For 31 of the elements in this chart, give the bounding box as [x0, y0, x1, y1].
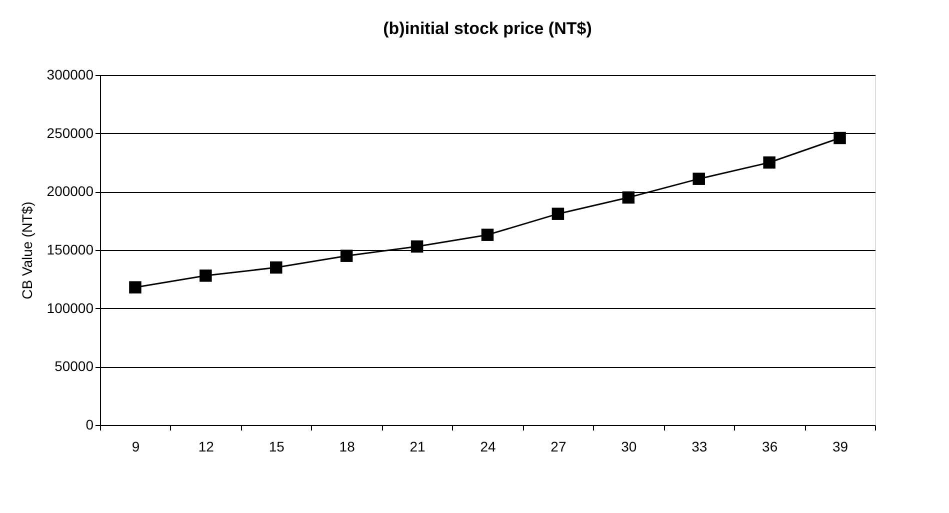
x-tick-label: 30: [621, 438, 637, 454]
point: [763, 156, 776, 169]
point: [270, 261, 282, 274]
y-tick-label: 0: [86, 416, 94, 432]
x-tick-label: 33: [692, 438, 708, 454]
y-tick-label: 100000: [46, 300, 94, 316]
y-tick-label: 250000: [46, 124, 94, 141]
y-tick-label: 300000: [46, 66, 94, 82]
point: [200, 270, 212, 282]
x-tick-label: 9: [132, 438, 140, 454]
point: [622, 191, 635, 204]
point: [834, 132, 846, 144]
y-axis-title: CB Value (NT$): [18, 202, 35, 300]
x-tick-label: 21: [410, 438, 426, 454]
x-tick-label: 24: [480, 438, 496, 454]
point: [481, 228, 494, 241]
x-tick-label: 18: [339, 438, 356, 454]
x-tick-label: 39: [832, 438, 848, 454]
x-tick-label: 27: [550, 438, 566, 454]
point: [129, 281, 142, 294]
x-tick-label: 15: [268, 438, 285, 454]
chart-title: (b)initial stock price (NT$): [383, 19, 592, 38]
y-tick-label: 50000: [54, 358, 94, 374]
y-tick-label: 200000: [46, 183, 94, 200]
point: [692, 172, 705, 185]
point: [340, 250, 353, 262]
y-tick-label: 150000: [46, 242, 94, 258]
x-tick-label: 12: [198, 438, 214, 454]
point: [552, 208, 564, 220]
point: [410, 240, 424, 253]
x-tick-label: 36: [762, 438, 778, 454]
